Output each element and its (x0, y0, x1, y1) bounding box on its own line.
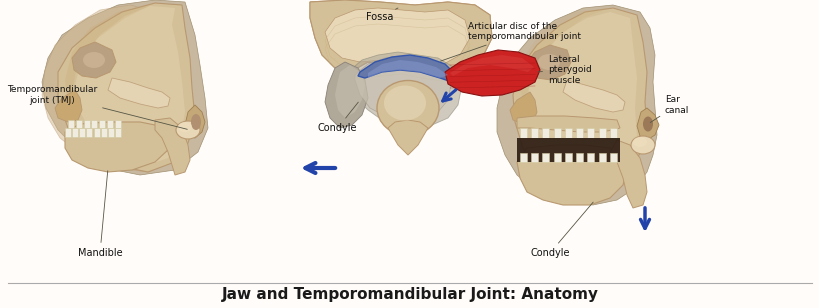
Polygon shape (609, 153, 616, 162)
Text: Mandible: Mandible (78, 171, 122, 258)
Text: Temporomandibular
joint (TMJ): Temporomandibular joint (TMJ) (7, 85, 187, 129)
Polygon shape (542, 128, 549, 138)
Polygon shape (65, 3, 155, 148)
Polygon shape (324, 8, 469, 65)
Polygon shape (516, 138, 619, 162)
Polygon shape (531, 153, 537, 162)
Polygon shape (598, 128, 605, 138)
Polygon shape (185, 105, 205, 138)
Polygon shape (347, 52, 461, 128)
Polygon shape (108, 78, 170, 108)
Polygon shape (564, 128, 572, 138)
Polygon shape (368, 60, 447, 78)
Polygon shape (72, 42, 115, 78)
Text: Ear
canal: Ear canal (649, 95, 689, 123)
Ellipse shape (178, 122, 192, 132)
Polygon shape (586, 153, 594, 162)
Polygon shape (516, 116, 619, 132)
Ellipse shape (191, 114, 201, 130)
Polygon shape (564, 153, 572, 162)
Text: Condyle: Condyle (318, 102, 358, 133)
Polygon shape (55, 90, 82, 122)
Polygon shape (519, 128, 527, 138)
Polygon shape (355, 55, 451, 120)
Text: Condyle: Condyle (530, 202, 592, 258)
Polygon shape (58, 3, 195, 172)
Ellipse shape (631, 136, 654, 154)
Text: Lateral
pterygoid
muscle: Lateral pterygoid muscle (537, 55, 591, 85)
Polygon shape (553, 153, 560, 162)
Polygon shape (387, 120, 428, 155)
Text: Jaw and Temporomandibular Joint: Anatomy: Jaw and Temporomandibular Joint: Anatomy (221, 287, 598, 302)
Polygon shape (65, 128, 71, 137)
Polygon shape (542, 153, 549, 162)
Polygon shape (42, 5, 192, 172)
Polygon shape (65, 122, 172, 172)
Polygon shape (79, 128, 85, 137)
Polygon shape (531, 128, 537, 138)
Polygon shape (513, 8, 646, 186)
Ellipse shape (642, 116, 652, 132)
Polygon shape (576, 153, 582, 162)
Polygon shape (519, 8, 609, 148)
Polygon shape (450, 55, 533, 76)
Polygon shape (527, 45, 570, 80)
Polygon shape (609, 140, 646, 208)
Polygon shape (75, 120, 82, 128)
Polygon shape (519, 153, 527, 162)
Ellipse shape (632, 137, 646, 147)
Polygon shape (68, 120, 74, 128)
Text: Articular disc of the
temporomandibular joint: Articular disc of the temporomandibular … (440, 22, 581, 61)
Polygon shape (115, 120, 121, 128)
Text: Fossa: Fossa (366, 8, 397, 22)
Polygon shape (553, 128, 560, 138)
Polygon shape (101, 128, 106, 137)
Polygon shape (496, 5, 656, 205)
Polygon shape (516, 145, 627, 205)
Polygon shape (636, 108, 658, 140)
Polygon shape (108, 128, 114, 137)
Ellipse shape (83, 52, 105, 68)
Polygon shape (92, 120, 97, 128)
Polygon shape (598, 153, 605, 162)
Polygon shape (335, 65, 364, 118)
Polygon shape (84, 120, 89, 128)
Polygon shape (155, 118, 190, 175)
Polygon shape (72, 128, 78, 137)
Polygon shape (609, 128, 616, 138)
Polygon shape (527, 12, 636, 178)
Polygon shape (586, 128, 594, 138)
Polygon shape (358, 55, 455, 82)
Polygon shape (563, 80, 624, 112)
Polygon shape (324, 62, 368, 128)
Polygon shape (42, 0, 208, 175)
Polygon shape (115, 128, 121, 137)
Ellipse shape (377, 80, 438, 136)
Polygon shape (93, 128, 99, 137)
Polygon shape (509, 92, 536, 124)
Polygon shape (75, 6, 185, 165)
Ellipse shape (537, 54, 559, 70)
Polygon shape (99, 120, 105, 128)
Polygon shape (86, 128, 93, 137)
Ellipse shape (383, 86, 426, 120)
Polygon shape (310, 0, 491, 78)
Polygon shape (310, 0, 491, 78)
Polygon shape (576, 128, 582, 138)
Ellipse shape (176, 121, 200, 139)
Polygon shape (107, 120, 113, 128)
Polygon shape (445, 50, 540, 96)
